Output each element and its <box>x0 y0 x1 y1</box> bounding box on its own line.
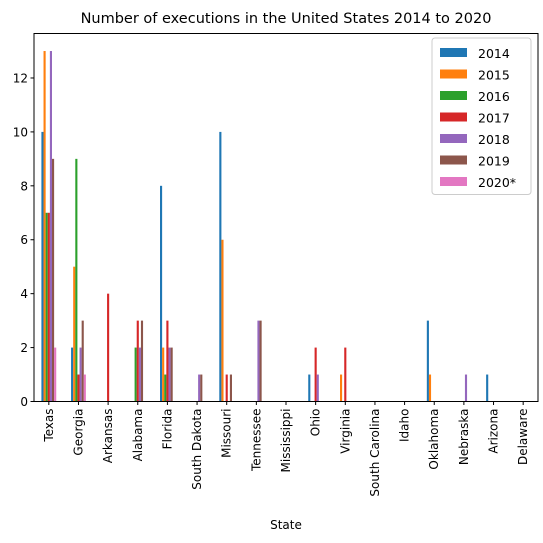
legend-label: 2014 <box>478 46 510 61</box>
x-tick-label: Tennessee <box>249 409 263 473</box>
bar-tennessee-2018 <box>257 320 260 402</box>
y-tick-label: 2 <box>20 341 28 355</box>
bar-missouri-2014 <box>219 131 222 402</box>
bar-south-dakota-2018 <box>198 374 201 402</box>
plot-frame <box>33 33 539 402</box>
bar-texas-2020 <box>54 347 57 402</box>
legend-swatch <box>440 91 467 100</box>
chart-title: Number of executions in the United State… <box>81 11 492 27</box>
x-tick-label: Arkansas <box>101 409 115 464</box>
legend-label: 2015 <box>478 68 510 83</box>
bar-oklahoma-2015 <box>428 374 432 402</box>
bar-texas-2014 <box>41 131 44 402</box>
legend-label: 2016 <box>478 89 510 104</box>
bar-georgia-2019 <box>81 320 84 402</box>
y-tick-label: 12 <box>13 71 28 85</box>
bar-georgia-2020 <box>83 374 86 402</box>
bar-ohio-2014 <box>308 374 311 402</box>
bar-georgia-2018 <box>79 347 82 402</box>
bar-texas-2018 <box>49 51 52 402</box>
y-tick-label: 8 <box>20 179 28 193</box>
x-tick-label: Idaho <box>398 409 412 442</box>
x-tick-label: South Dakota <box>190 409 204 490</box>
legend-swatch <box>440 48 467 57</box>
bar-ohio-2017 <box>314 347 317 402</box>
x-tick-label: Texas <box>42 409 56 443</box>
bar-alabama-2019 <box>140 320 144 402</box>
bar-florida-2017 <box>166 320 169 402</box>
bar-virginia-2015 <box>340 374 343 402</box>
x-axis: Texas Georgia Arkansas Alabama Florida South … <box>42 401 530 497</box>
x-tick-label: Mississippi <box>279 409 293 473</box>
legend-swatch <box>440 134 467 143</box>
x-tick-label: Missouri <box>220 409 234 458</box>
bar-arizona-2014 <box>486 374 489 402</box>
bar-alabama-2017 <box>136 320 139 402</box>
x-tick-label: Virginia <box>338 409 352 454</box>
bar-florida-2014 <box>160 185 163 402</box>
bar-oklahoma-2014 <box>426 320 429 402</box>
bar-florida-2018 <box>168 347 171 402</box>
legend-swatch <box>440 155 467 165</box>
bar-missouri-2015 <box>221 239 224 402</box>
x-tick-label: Delaware <box>516 409 530 466</box>
bar-florida-2016 <box>164 374 167 402</box>
legend-swatch <box>440 112 467 122</box>
legend-label: 2018 <box>478 132 510 147</box>
x-tick-label: Arizona <box>487 409 501 454</box>
y-axis: 0 2 4 6 8 10 12 <box>13 71 34 409</box>
bar-texas-2015 <box>43 51 46 402</box>
bar-texas-2016 <box>45 212 48 402</box>
x-tick-label: South Carolina <box>368 409 382 497</box>
bar-alabama-2018 <box>138 347 141 402</box>
bar-florida-2019 <box>170 347 173 402</box>
x-tick-label: Oklahoma <box>427 409 441 470</box>
bar-georgia-2016 <box>75 158 78 402</box>
y-tick-label: 10 <box>13 125 28 139</box>
bar-georgia-2014 <box>71 347 74 402</box>
x-tick-label: Ohio <box>309 409 323 437</box>
bar-alabama-2016 <box>134 347 137 402</box>
legend-label: 2019 <box>478 154 510 169</box>
x-tick-label: Nebraska <box>457 408 471 465</box>
x-tick-label: Florida <box>160 409 174 450</box>
legend-swatch <box>440 177 467 186</box>
bar-south-dakota-2019 <box>200 374 203 402</box>
bar-ohio-2018 <box>316 374 319 402</box>
bar-missouri-2017 <box>225 374 228 402</box>
y-tick-label: 4 <box>20 287 28 301</box>
bar-tennessee-2019 <box>259 320 262 402</box>
bar-georgia-2015 <box>73 266 76 402</box>
y-tick-label: 0 <box>20 395 28 409</box>
bar-florida-2015 <box>162 347 165 402</box>
x-tick-label: Georgia <box>71 409 85 456</box>
legend-label: 2017 <box>478 111 510 126</box>
x-tick-label: Alabama <box>131 409 145 462</box>
bar-nebraska-2018 <box>464 374 468 402</box>
bar-missouri-2019 <box>229 374 232 402</box>
legend: 2014 2015 2016 2017 2018 2019 2020* <box>431 37 532 195</box>
bar-texas-2019 <box>52 158 55 402</box>
legend-swatch <box>440 69 467 79</box>
bar-georgia-2017 <box>77 374 80 402</box>
bar-arkansas-2017 <box>107 293 110 402</box>
bars-group <box>41 51 489 402</box>
bar-texas-2017 <box>47 212 50 402</box>
legend-label: 2020* <box>478 175 516 190</box>
x-axis-label: State <box>270 518 302 532</box>
y-tick-label: 6 <box>20 233 28 247</box>
bar-virginia-2017 <box>344 347 347 402</box>
